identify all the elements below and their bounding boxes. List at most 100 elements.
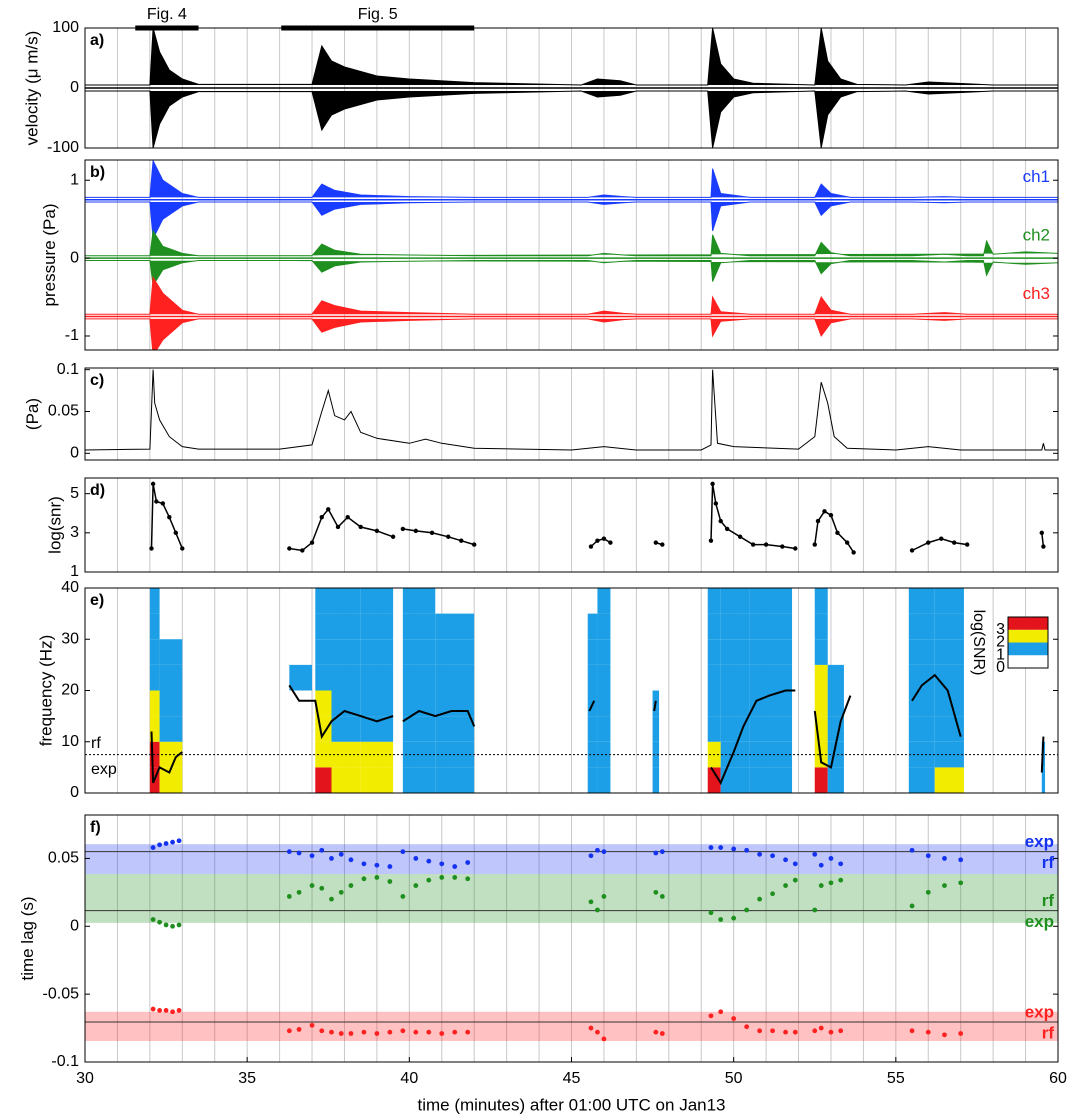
point — [595, 538, 600, 543]
point — [163, 922, 169, 928]
band-label: exp — [1025, 832, 1054, 851]
spectrogram-cell — [331, 664, 361, 691]
point — [446, 534, 451, 539]
point — [1039, 530, 1044, 536]
panel: 0 0.05 0.1 (Pa) c) — [23, 361, 1059, 462]
spectrogram-cell — [749, 613, 793, 640]
waveform-envelope — [85, 28, 1058, 86]
y-tick-label: 30 — [61, 630, 79, 647]
peak-frequency-line — [150, 673, 1045, 785]
point — [731, 846, 737, 852]
point — [783, 1029, 788, 1035]
point — [659, 894, 665, 899]
spectrogram-cell — [814, 690, 828, 717]
point — [952, 540, 957, 545]
point — [818, 862, 824, 868]
point — [601, 894, 607, 899]
y-tick-label: 0 — [70, 918, 79, 935]
point — [338, 1031, 344, 1036]
reference-label: rf — [91, 735, 101, 752]
spectrogram-cell — [289, 664, 313, 691]
x-tick-label: 60 — [1049, 1070, 1067, 1087]
plot-area — [149, 481, 1046, 555]
spectrogram-cell — [707, 639, 721, 665]
point — [465, 1029, 471, 1035]
y-tick-label: 20 — [61, 682, 79, 699]
point — [465, 860, 471, 865]
point — [783, 857, 788, 863]
point — [844, 540, 850, 545]
y-axis-label: pressure (Pa) — [40, 204, 59, 307]
point — [713, 501, 719, 506]
spectrogram-cell — [720, 716, 750, 742]
spectrogram-cell — [934, 639, 964, 665]
spectrogram-cell — [1041, 767, 1046, 793]
point — [828, 880, 834, 886]
point — [792, 861, 798, 867]
spectrogram-cell — [597, 639, 611, 665]
y-axis-label: log(snr) — [45, 496, 64, 554]
point — [744, 847, 750, 853]
x-tick-label: 30 — [76, 1070, 94, 1087]
spectrogram-cell — [159, 639, 183, 665]
point — [287, 546, 292, 551]
point — [708, 845, 714, 850]
point — [958, 857, 964, 863]
spectrogram-cell — [402, 767, 436, 793]
point — [942, 883, 947, 888]
point — [439, 875, 445, 880]
spectrogram-cell — [402, 613, 436, 640]
spectrogram-cell — [827, 767, 844, 793]
spectrogram-cell — [934, 588, 964, 614]
colorbar-band — [1008, 655, 1048, 668]
point — [176, 838, 182, 844]
spectrogram-cell — [720, 613, 750, 640]
panel-label: c) — [90, 372, 104, 389]
point — [439, 1031, 445, 1036]
point — [770, 1028, 775, 1034]
point — [309, 883, 315, 888]
point — [296, 889, 302, 895]
point — [374, 862, 380, 868]
y-tick-label: 0.05 — [48, 403, 79, 420]
point — [338, 889, 344, 895]
point — [348, 857, 354, 863]
point — [426, 1029, 432, 1035]
point — [358, 524, 363, 530]
point — [942, 1032, 947, 1038]
point — [459, 538, 464, 543]
point — [439, 861, 445, 867]
point — [426, 858, 432, 864]
x-tick-label: 55 — [887, 1070, 905, 1087]
y-tick-label: 0 — [70, 79, 79, 96]
spectrogram-cell — [159, 664, 183, 691]
point — [588, 1025, 594, 1031]
point — [958, 880, 964, 886]
point — [828, 856, 834, 861]
confidence-band — [85, 1011, 1058, 1041]
point — [387, 864, 393, 869]
panel-label: a) — [90, 32, 104, 49]
y-axis-label: frequency (Hz) — [37, 635, 56, 746]
spectrogram-cell — [435, 664, 475, 691]
spectrogram-cell — [707, 588, 721, 614]
point — [828, 1029, 834, 1035]
spectrogram-cell — [908, 613, 935, 640]
point — [608, 540, 613, 545]
point — [163, 1008, 169, 1013]
point — [452, 1029, 458, 1035]
point — [653, 1029, 659, 1035]
panel-frame — [84, 477, 1059, 573]
colorbar-band — [1008, 642, 1048, 656]
spectrogram-cell — [331, 588, 361, 614]
point — [149, 546, 154, 551]
point — [812, 542, 817, 547]
waveform-envelope — [85, 229, 1058, 257]
point — [595, 1029, 600, 1035]
point — [757, 1028, 763, 1034]
colorbar-label: log(SNR) — [970, 610, 987, 676]
point — [157, 1008, 162, 1013]
point — [329, 1029, 334, 1035]
spectrogram-cell — [315, 716, 332, 742]
